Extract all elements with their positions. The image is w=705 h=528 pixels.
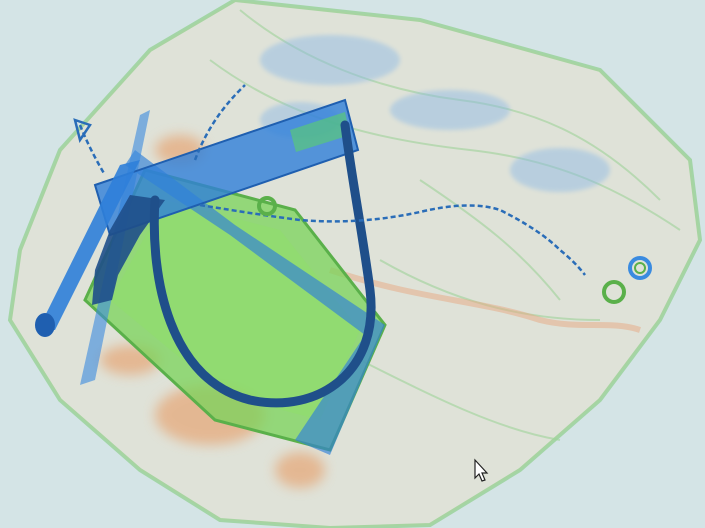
organic-strap [329, 267, 641, 333]
green-container-inner [110, 200, 360, 420]
rod-end [35, 313, 55, 337]
dense-metal-object [92, 195, 165, 305]
metal-rod [38, 160, 140, 330]
mouse-pointer-icon [474, 458, 489, 482]
metal-chain [73, 84, 586, 276]
handle-highlight [290, 112, 350, 152]
metal-rings [257, 196, 652, 304]
